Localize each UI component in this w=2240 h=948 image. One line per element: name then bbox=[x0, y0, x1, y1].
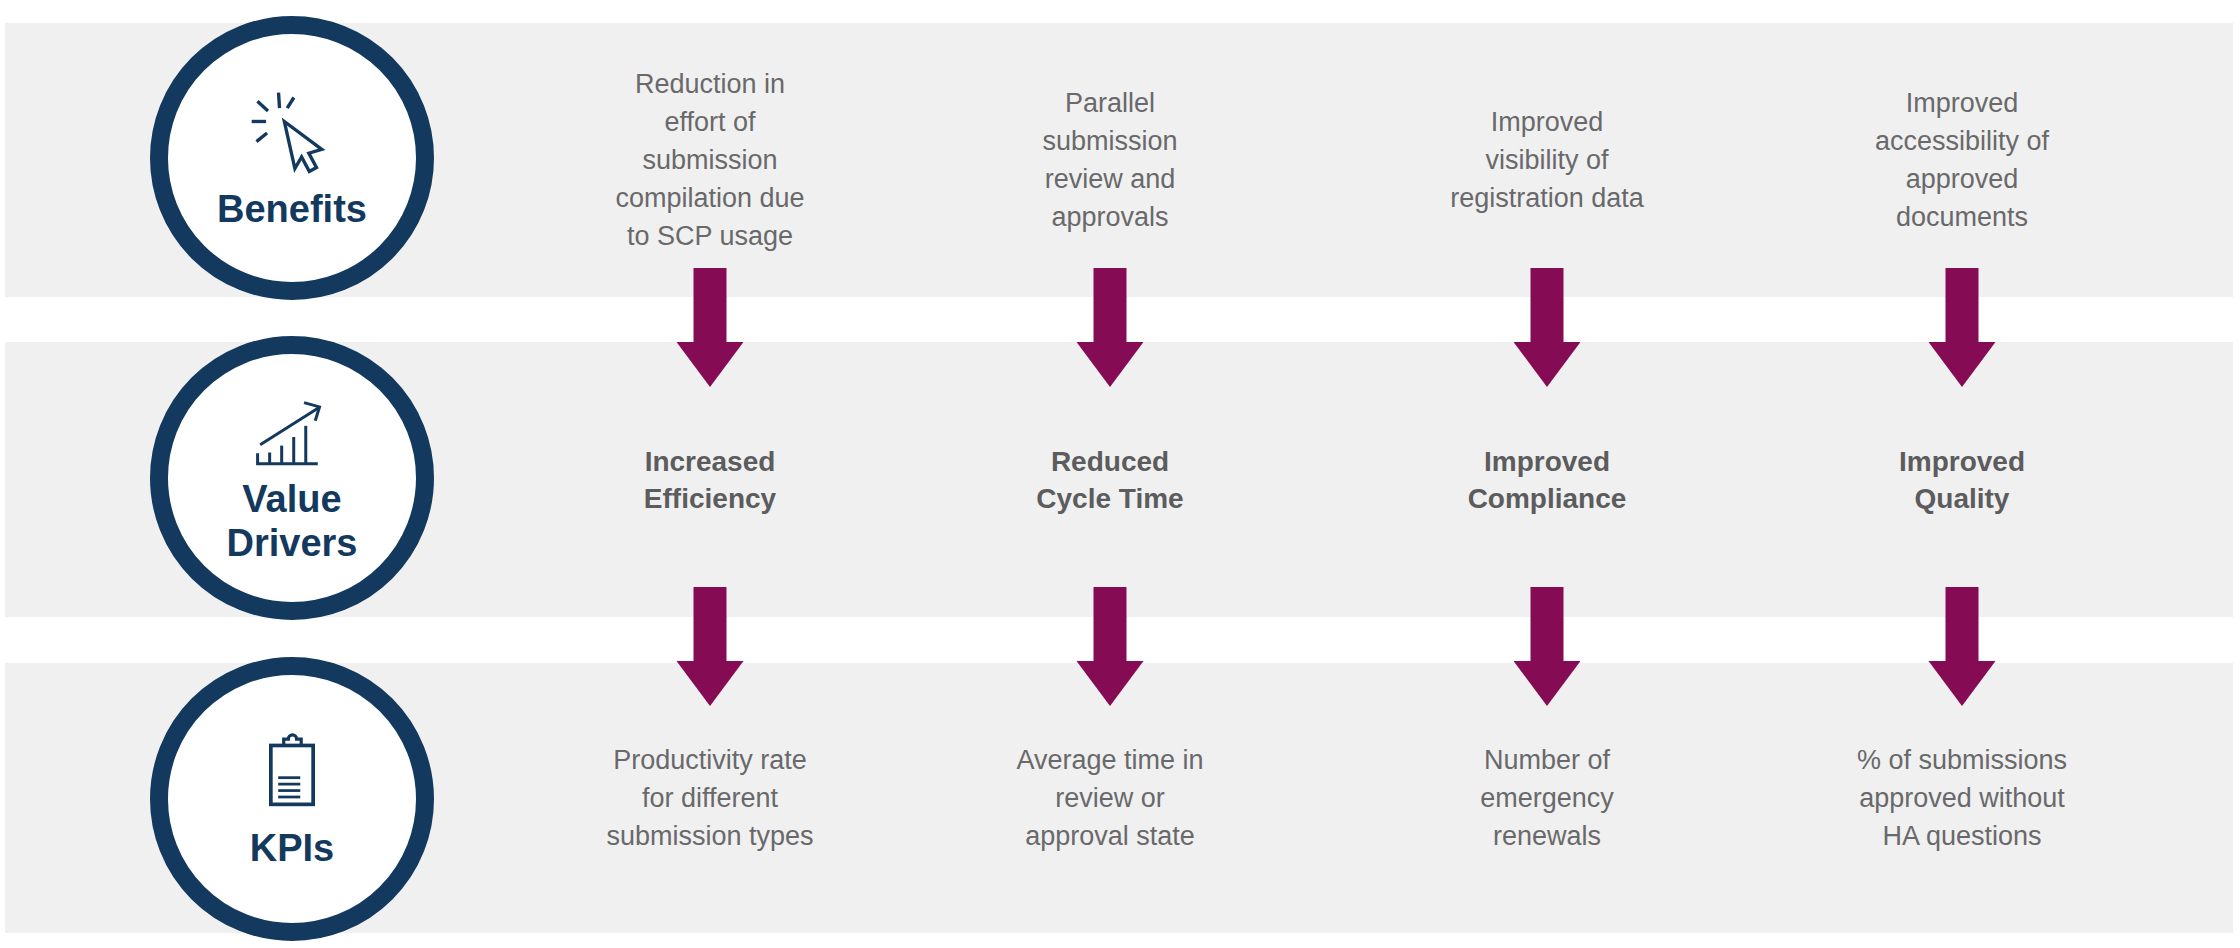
down-arrow-icon bbox=[1929, 268, 1996, 387]
down-arrow-icon bbox=[1077, 268, 1144, 387]
down-arrow-icon bbox=[1077, 587, 1144, 706]
down-arrow-icon bbox=[677, 587, 744, 706]
benefit-text: Parallel submission review and approvals bbox=[900, 23, 1320, 297]
column-4: Improved accessibility of approved docum… bbox=[1752, 0, 2172, 948]
benefit-text: Improved accessibility of approved docum… bbox=[1752, 23, 2172, 297]
value-drivers-label: Value Drivers bbox=[227, 477, 358, 565]
benefit-text: Reduction in effort of submission compil… bbox=[500, 23, 920, 297]
kpis-label: KPIs bbox=[250, 826, 334, 870]
clipboard-icon bbox=[246, 728, 338, 820]
circle-benefits: Benefits bbox=[150, 16, 434, 300]
benefits-label: Benefits bbox=[217, 187, 367, 231]
benefit-text: Improved visibility of registration data bbox=[1337, 23, 1757, 297]
down-arrow-icon bbox=[1929, 587, 1996, 706]
growth-chart-icon bbox=[249, 391, 335, 471]
down-arrow-icon bbox=[1514, 268, 1581, 387]
down-arrow-icon bbox=[677, 268, 744, 387]
column-1: Reduction in effort of submission compil… bbox=[500, 0, 920, 948]
cursor-click-icon bbox=[244, 85, 340, 181]
diagram-canvas: Benefits Value Drivers KPIs Reduction in… bbox=[0, 0, 2240, 948]
circle-kpis: KPIs bbox=[150, 657, 434, 941]
down-arrow-icon bbox=[1514, 587, 1581, 706]
circle-value-drivers: Value Drivers bbox=[150, 336, 434, 620]
column-2: Parallel submission review and approvals… bbox=[900, 0, 1320, 948]
column-3: Improved visibility of registration data… bbox=[1337, 0, 1757, 948]
